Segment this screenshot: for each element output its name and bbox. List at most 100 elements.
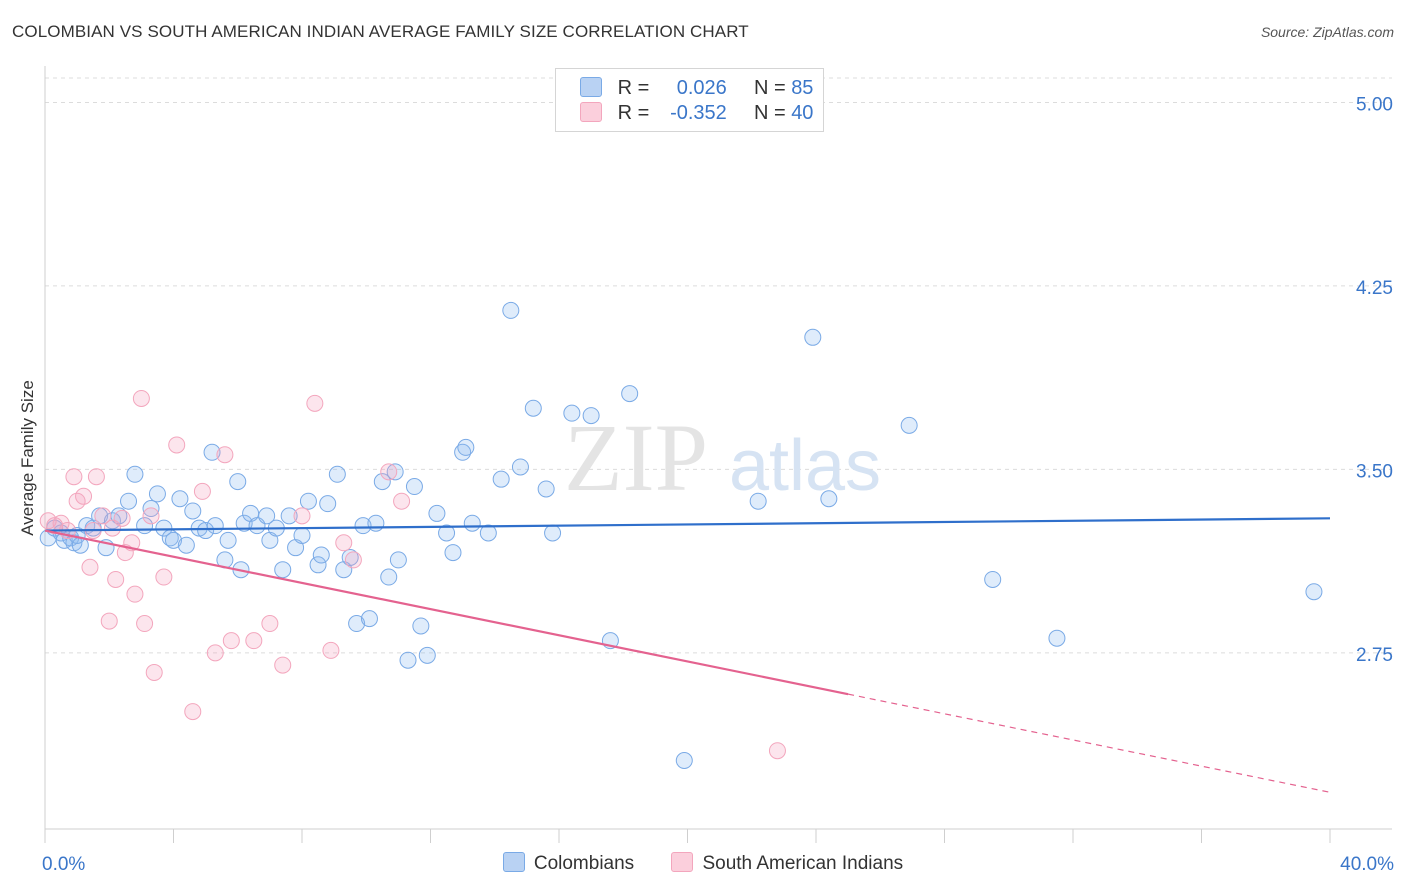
colombians-point-75	[563, 404, 581, 422]
south-american-indians-point-38	[393, 492, 411, 510]
stats-legend-row-colombians: R = 0.026 N = 85	[580, 77, 813, 101]
south-american-indians-point-6	[75, 487, 93, 505]
south-american-indians-point-10	[94, 507, 112, 525]
colombians-point-31	[229, 473, 247, 491]
x-tick-label-max: 40.0%	[1340, 854, 1394, 875]
colombians-point-63	[438, 524, 456, 542]
colombians-point-30	[219, 531, 237, 549]
y-tick-label-3.50: 3.50	[1356, 461, 1393, 482]
south-american-indians-point-23	[168, 436, 186, 454]
colombians-point-49	[341, 548, 359, 566]
x-tick-label-min: 0.0%	[42, 854, 85, 875]
colombians-point-53	[367, 514, 385, 532]
colombians-point-58	[399, 651, 417, 669]
south-american-indians-point-25	[193, 482, 211, 500]
colombians-point-74	[544, 524, 562, 542]
colombians-point-60	[412, 617, 430, 635]
colombians-point-56	[386, 463, 404, 481]
colombians-point-79	[675, 752, 693, 770]
south-american-indians-point-30	[261, 615, 279, 633]
colombians-point-64	[444, 544, 462, 562]
colombians-point-54	[373, 473, 391, 491]
south-american-indians-point-19	[136, 615, 154, 633]
south-american-indians-point-9	[87, 468, 105, 486]
watermark-atlas: atlas	[729, 426, 881, 506]
legend-item-colombians: Colombians	[502, 852, 635, 875]
n-value-south-american-indians: 40	[791, 102, 814, 124]
south-american-indians-point-24	[184, 703, 202, 721]
colombians-point-45	[312, 546, 330, 564]
r-label: R =	[617, 77, 650, 99]
chart-title: COLOMBIAN VS SOUTH AMERICAN INDIAN AVERA…	[12, 22, 749, 41]
colombians-point-76	[582, 407, 600, 425]
south-american-indians-point-28	[222, 632, 240, 650]
south-american-indians-point-13	[107, 570, 125, 588]
south-american-indians-point-11	[100, 612, 118, 630]
legend-label-south-american-indians: South American Indians	[702, 853, 904, 874]
south-american-indians-point-17	[126, 585, 144, 603]
south-american-indians-point-33	[306, 394, 324, 412]
south-american-indians-point-4	[65, 468, 83, 486]
stats-legend-row-south-american-indians: R = -0.352 N = 40	[580, 102, 813, 126]
colombians-point-66	[457, 438, 475, 456]
colombians-point-70	[502, 301, 520, 319]
colombians-point-68	[479, 524, 497, 542]
y-tick-label-5.00: 5.00	[1356, 94, 1393, 115]
colombians-point-15	[126, 465, 144, 483]
south-american-indians-point-32	[293, 507, 311, 525]
series-legend: Colombians South American Indians	[0, 852, 1406, 875]
colombians-point-83	[900, 416, 918, 434]
colombians-point-43	[299, 492, 317, 510]
colombians-point-36	[258, 507, 276, 525]
south-american-indians-point-39	[768, 742, 786, 760]
colombians-point-85	[1048, 629, 1066, 647]
trend-line-south-american-indians	[44, 529, 849, 696]
colombians-point-78	[621, 385, 639, 403]
south-american-indians-legend-swatch	[671, 852, 694, 872]
south-american-indians-point-20	[142, 507, 160, 525]
colombians-point-27	[203, 443, 221, 461]
n-label: N =	[753, 77, 786, 99]
y-tick-label-4.25: 4.25	[1356, 278, 1393, 299]
legend-label-colombians: Colombians	[533, 853, 635, 874]
colombians-point-69	[492, 470, 510, 488]
colombians-point-40	[280, 507, 298, 525]
colombians-point-17	[142, 500, 160, 518]
colombians-legend-swatch	[502, 852, 525, 872]
south-american-indians-swatch	[580, 102, 602, 122]
colombians-point-55	[380, 568, 398, 586]
south-american-indians-point-26	[206, 644, 224, 662]
colombians-point-51	[354, 517, 372, 535]
n-label: N =	[753, 102, 786, 124]
y-axis-label: Average Family Size	[18, 380, 37, 536]
colombians-point-19	[155, 519, 173, 537]
colombians-point-57	[389, 551, 407, 569]
south-american-indians-point-14	[113, 509, 131, 527]
colombians-point-65	[454, 443, 472, 461]
colombians-point-62	[428, 504, 446, 522]
colombians-point-80	[749, 492, 767, 510]
colombians-point-22	[171, 490, 189, 508]
south-american-indians-point-37	[380, 463, 398, 481]
colombians-point-59	[405, 478, 423, 496]
colombians-point-82	[820, 490, 838, 508]
south-american-indians-point-35	[335, 534, 353, 552]
south-american-indians-point-22	[155, 568, 173, 586]
colombians-point-73	[537, 480, 555, 498]
data-points	[39, 301, 1323, 770]
south-american-indians-point-34	[322, 641, 340, 659]
colombians-point-33	[235, 514, 253, 532]
colombians-point-21	[165, 531, 182, 549]
colombians-point-24	[184, 502, 202, 520]
r-value-south-american-indians: -0.352	[670, 102, 727, 124]
n-value-colombians: 85	[791, 77, 814, 99]
r-label: R =	[617, 102, 650, 124]
colombians-point-26	[197, 522, 215, 540]
colombians-point-18	[148, 485, 166, 503]
stats-legend: R = 0.026 N = 85 R = -0.352 N = 40	[555, 68, 824, 132]
south-american-indians-point-29	[245, 632, 263, 650]
axes	[44, 66, 1392, 843]
colombians-point-23	[177, 536, 195, 554]
legend-item-south-american-indians: South American Indians	[671, 852, 903, 875]
